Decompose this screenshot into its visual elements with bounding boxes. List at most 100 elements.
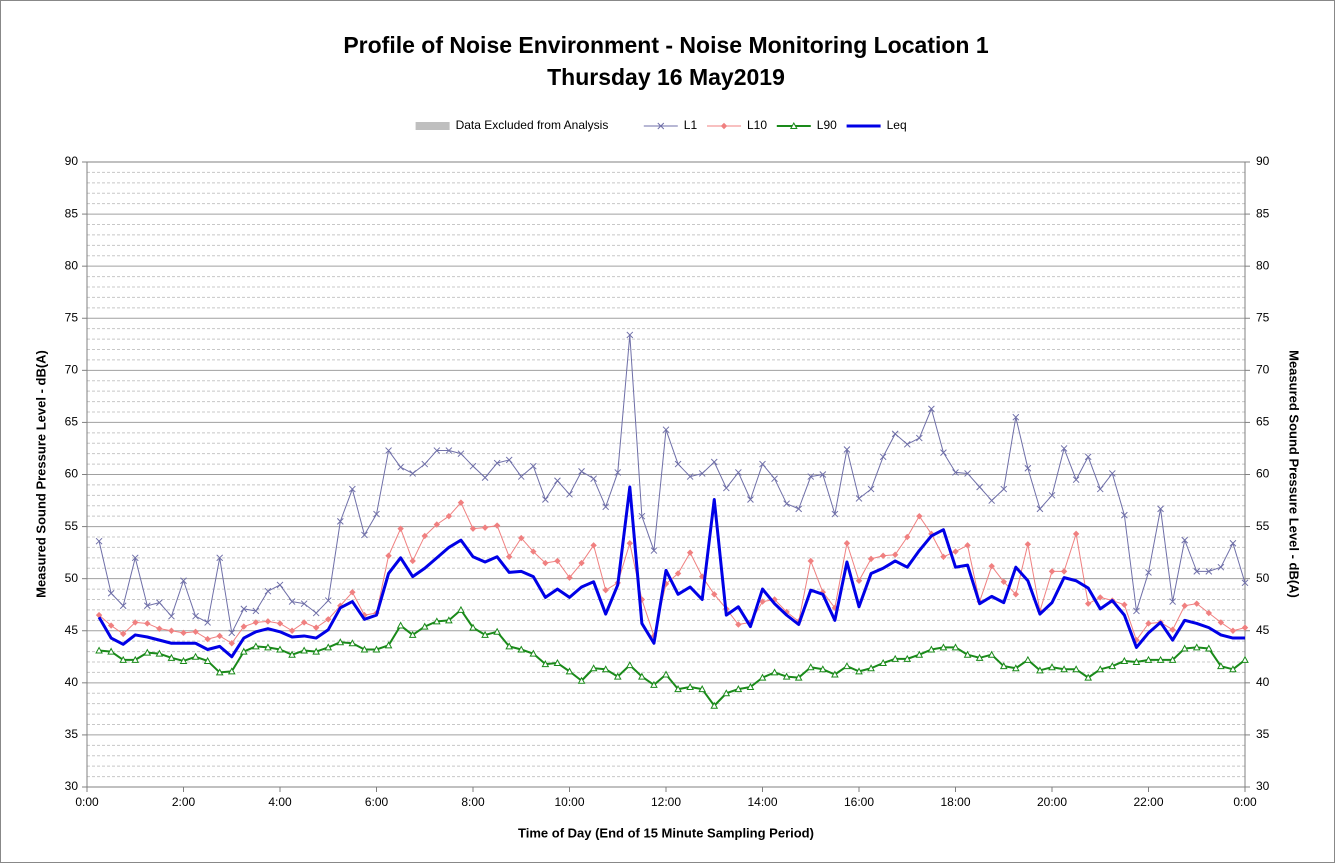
data-point bbox=[734, 685, 743, 693]
data-point bbox=[493, 459, 501, 467]
data-point bbox=[1205, 609, 1213, 617]
data-point bbox=[843, 446, 851, 453]
data-point bbox=[626, 540, 634, 547]
x-tick-label: 0:00 bbox=[75, 795, 99, 809]
legend-label: L1 bbox=[684, 118, 698, 132]
data-point bbox=[1181, 536, 1189, 544]
data-point bbox=[180, 577, 187, 585]
data-point bbox=[95, 646, 103, 654]
x-tick-label: 6:00 bbox=[365, 795, 389, 809]
y2-tick-label: 75 bbox=[1256, 310, 1270, 324]
data-point bbox=[264, 643, 272, 651]
y2-tick-label: 50 bbox=[1256, 571, 1270, 585]
data-point bbox=[432, 617, 441, 625]
data-point bbox=[167, 653, 176, 661]
data-point bbox=[420, 622, 429, 630]
data-point bbox=[904, 533, 911, 541]
data-point bbox=[927, 645, 936, 653]
data-point bbox=[505, 553, 513, 560]
data-point bbox=[1204, 644, 1213, 652]
data-point bbox=[312, 624, 320, 631]
data-point bbox=[710, 458, 718, 466]
data-point bbox=[1048, 491, 1056, 499]
data-point bbox=[553, 658, 562, 667]
data-point bbox=[385, 447, 392, 454]
data-point bbox=[192, 612, 199, 620]
data-point bbox=[1241, 579, 1249, 587]
data-point bbox=[831, 670, 839, 678]
data-point bbox=[445, 616, 453, 624]
data-point bbox=[1132, 657, 1141, 665]
data-point bbox=[698, 470, 706, 477]
data-point bbox=[349, 589, 356, 596]
y-tick-label: 80 bbox=[65, 258, 79, 272]
data-point bbox=[143, 602, 151, 610]
data-point bbox=[759, 460, 766, 468]
data-point bbox=[336, 638, 345, 646]
data-point bbox=[409, 557, 416, 565]
data-point bbox=[529, 649, 538, 657]
x-tick-label: 2:00 bbox=[172, 795, 196, 809]
data-point bbox=[240, 623, 248, 630]
series-3 bbox=[95, 605, 1249, 709]
data-point bbox=[626, 331, 634, 339]
data-point bbox=[349, 485, 356, 493]
data-point bbox=[312, 647, 321, 655]
data-point bbox=[940, 449, 947, 456]
data-point bbox=[397, 525, 404, 532]
chart-subtitle: Thursday 16 May2019 bbox=[547, 64, 785, 90]
data-point bbox=[192, 628, 199, 635]
data-point bbox=[867, 555, 875, 563]
data-point bbox=[1036, 505, 1044, 513]
data-point bbox=[264, 618, 272, 625]
data-point bbox=[361, 531, 368, 539]
data-point bbox=[131, 655, 140, 663]
series-4 bbox=[97, 485, 1245, 659]
data-point bbox=[771, 475, 778, 483]
data-point bbox=[819, 471, 827, 478]
data-point bbox=[1024, 464, 1032, 472]
data-point bbox=[481, 474, 489, 481]
data-point bbox=[1084, 600, 1092, 607]
data-point bbox=[818, 665, 827, 673]
y-tick-label: 50 bbox=[65, 571, 79, 585]
data-point bbox=[578, 559, 585, 567]
data-point bbox=[1229, 539, 1237, 547]
data-point bbox=[735, 621, 742, 628]
data-point bbox=[505, 456, 513, 464]
data-point bbox=[433, 447, 441, 454]
series-1 bbox=[95, 331, 1249, 637]
data-point bbox=[891, 654, 900, 662]
data-point bbox=[613, 672, 622, 680]
data-point bbox=[915, 434, 923, 442]
data-point bbox=[891, 430, 899, 438]
data-point bbox=[445, 447, 453, 454]
data-point bbox=[119, 630, 127, 638]
y2-tick-label: 55 bbox=[1256, 519, 1270, 533]
x-tick-label: 18:00 bbox=[940, 795, 970, 809]
data-point bbox=[1169, 598, 1176, 605]
data-point bbox=[1229, 627, 1237, 634]
data-point bbox=[155, 649, 164, 657]
data-point bbox=[867, 485, 875, 493]
data-point bbox=[179, 656, 188, 664]
series-line bbox=[98, 334, 1246, 634]
data-point bbox=[119, 602, 127, 610]
data-point bbox=[240, 605, 248, 613]
data-point bbox=[1108, 662, 1117, 670]
data-point bbox=[1121, 511, 1128, 519]
data-point bbox=[1169, 626, 1176, 633]
data-point bbox=[940, 553, 947, 560]
data-point bbox=[879, 453, 887, 461]
data-point bbox=[638, 512, 646, 520]
data-point bbox=[227, 667, 236, 675]
data-point bbox=[396, 621, 405, 629]
data-point bbox=[216, 554, 224, 562]
series-2 bbox=[95, 499, 1249, 647]
data-point bbox=[143, 648, 152, 656]
data-point bbox=[554, 557, 561, 565]
data-point bbox=[457, 450, 465, 458]
data-point bbox=[1011, 664, 1020, 672]
data-point bbox=[408, 630, 417, 638]
data-point bbox=[602, 503, 610, 511]
